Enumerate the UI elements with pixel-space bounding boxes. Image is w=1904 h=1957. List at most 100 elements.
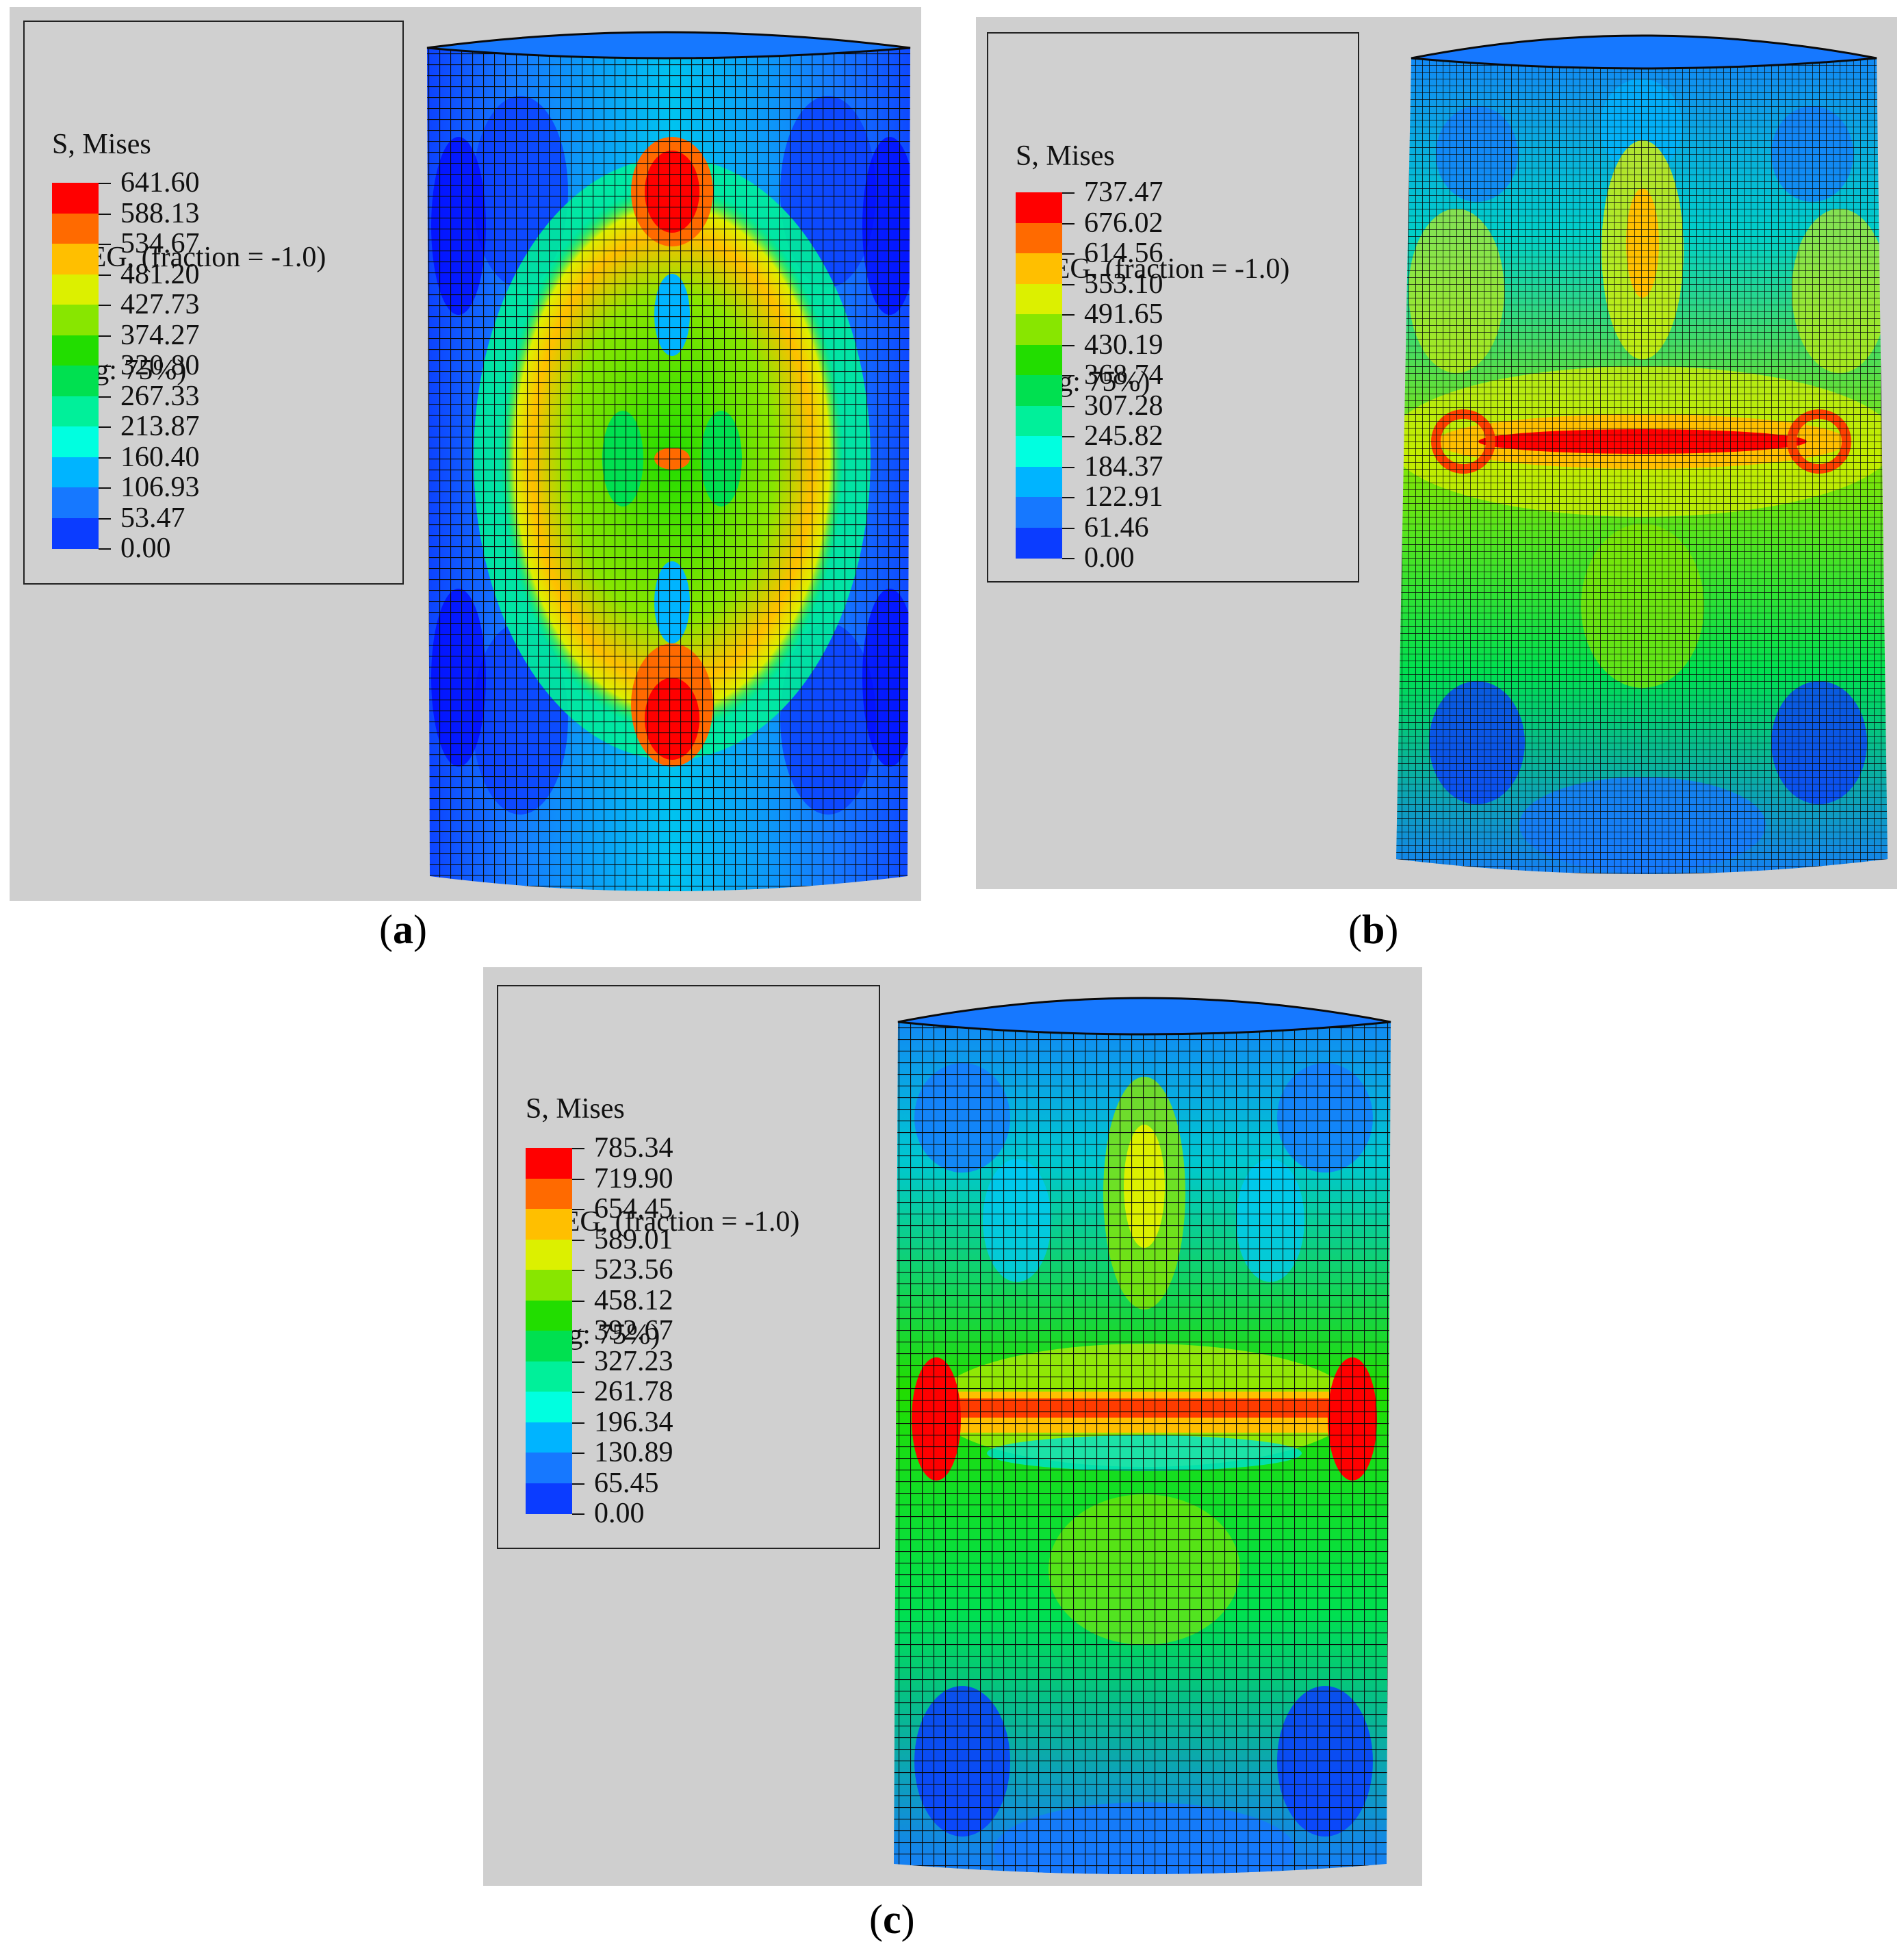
colorbar-tick-label: 261.78 — [594, 1376, 673, 1407]
colorbar-tick — [1062, 466, 1075, 468]
colorbar-tick — [572, 1331, 584, 1332]
colorbar-tick — [572, 1392, 584, 1393]
colorbar-tick-label: 392.67 — [594, 1315, 673, 1346]
colorbar-tick-label: 534.67 — [120, 228, 200, 259]
colorbar-tick — [1062, 253, 1075, 255]
colorbar-tick-label: 614.56 — [1084, 238, 1163, 269]
cylinder-mesh-b — [1396, 34, 1888, 874]
colorbar-swatch — [1016, 375, 1062, 407]
colorbar-tick — [99, 366, 111, 367]
legend-title-line: S, Mises — [52, 129, 151, 160]
colorbar-tick — [99, 396, 111, 398]
legend-box-c: S, Mises SNEG, (fraction = -1.0) (Avg: 7… — [497, 985, 880, 1549]
colorbar-tick — [572, 1239, 584, 1241]
legend-title-line: S, Mises — [526, 1093, 625, 1125]
colorbar-swatch — [1016, 253, 1062, 285]
colorbar-tick-label: 53.47 — [120, 502, 185, 534]
cylinder-mesh-c — [894, 997, 1391, 1874]
colorbar-tick-label: 245.82 — [1084, 420, 1163, 452]
colorbar-swatch — [1016, 405, 1062, 437]
colorbar-swatch — [526, 1392, 572, 1423]
colorbar-swatch — [52, 305, 99, 336]
colorbar-tick-label: 588.13 — [120, 197, 200, 229]
colorbar-tick-label: 458.12 — [594, 1284, 673, 1316]
colorbar-swatch — [52, 426, 99, 458]
colorbar-tick-label: 719.90 — [594, 1162, 673, 1194]
legend-box-a: S, Mises SNEG, (fraction = -1.0) (Avg: 7… — [23, 21, 404, 585]
colorbar-swatch — [52, 274, 99, 305]
colorbar-swatch — [1016, 283, 1062, 315]
colorbar-tick-label: 523.56 — [594, 1254, 673, 1286]
colorbar-tick — [572, 1453, 584, 1454]
colorbar-tick — [1062, 436, 1075, 437]
colorbar-tick-label: 320.80 — [120, 350, 200, 381]
caption-letter-c: c — [882, 1897, 901, 1942]
colorbar-tick-label: 785.34 — [594, 1132, 673, 1164]
colorbar-tick-label: 553.10 — [1084, 268, 1163, 300]
caption-letter-a: a — [392, 907, 413, 952]
colorbar-tick — [572, 1209, 584, 1210]
colorbar-swatch — [526, 1178, 572, 1210]
colorbar-swatch — [526, 1239, 572, 1270]
colorbar-swatch — [1016, 436, 1062, 468]
colorbar-tick — [99, 274, 111, 276]
caption-b: (b) — [1348, 907, 1399, 952]
colorbar-tick — [1062, 283, 1075, 285]
colorbar-tick — [99, 457, 111, 459]
colorbar-swatch — [526, 1300, 572, 1331]
colorbar-swatch — [52, 366, 99, 397]
colorbar-swatch — [1016, 314, 1062, 346]
colorbar-tick — [572, 1422, 584, 1424]
colorbar-swatch — [52, 213, 99, 244]
colorbar-tick — [1062, 527, 1075, 529]
colorbar-swatch — [1016, 466, 1062, 498]
legend-title-line: S, Mises — [1016, 140, 1115, 172]
colorbar-tick-label: 491.65 — [1084, 298, 1163, 330]
colorbar-tick — [572, 1270, 584, 1271]
colorbar-swatch — [526, 1483, 572, 1514]
colorbar-tick — [572, 1300, 584, 1302]
colorbar-swatch — [526, 1331, 572, 1362]
colorbar-tick-label: 61.46 — [1084, 511, 1149, 543]
colorbar-tick — [1062, 558, 1075, 559]
legend-box-b: S, Mises SNEG, (fraction = -1.0) (Avg: 7… — [987, 32, 1359, 583]
colorbar-swatch — [52, 517, 99, 549]
colorbar-swatch — [526, 1148, 572, 1179]
caption-c: (c) — [869, 1897, 915, 1942]
colorbar-tick-label: 0.00 — [1084, 542, 1135, 574]
colorbar-swatch — [1016, 222, 1062, 254]
colorbar-tick — [99, 305, 111, 306]
colorbar-tick-label: 427.73 — [120, 289, 200, 320]
colorbar-tick-label: 676.02 — [1084, 207, 1163, 239]
colorbar-swatch — [52, 335, 99, 366]
colorbar-tick — [1062, 222, 1075, 225]
cylinder-mesh-a — [426, 31, 911, 891]
colorbar-tick-label: 368.74 — [1084, 359, 1163, 391]
colorbar-swatch — [1016, 497, 1062, 528]
colorbar-tick — [1062, 344, 1075, 346]
colorbar-tick-label: 160.40 — [120, 441, 200, 473]
colorbar-swatch — [526, 1422, 572, 1453]
colorbar-swatch — [52, 487, 99, 519]
colorbar-tick — [99, 335, 111, 337]
legend-title-b: S, Mises SNEG, (fraction = -1.0) (Avg: 7… — [1016, 62, 1289, 476]
colorbar-tick-label: 307.28 — [1084, 389, 1163, 422]
contour-panel-a: S, Mises SNEG, (fraction = -1.0) (Avg: 7… — [10, 7, 921, 901]
colorbar-swatch — [52, 244, 99, 275]
colorbar-tick-label: 267.33 — [120, 380, 200, 412]
colorbar-tick — [99, 548, 111, 550]
colorbar-tick-label: 122.91 — [1084, 481, 1163, 513]
colorbar-tick-label: 737.47 — [1084, 177, 1163, 208]
colorbar-tick-label: 65.45 — [594, 1467, 659, 1499]
colorbar-tick-label: 130.89 — [594, 1437, 673, 1468]
colorbar-tick — [99, 183, 111, 184]
colorbar-tick — [99, 517, 111, 520]
colorbar-swatch — [1016, 192, 1062, 224]
colorbar-swatch — [52, 396, 99, 427]
colorbar-swatch — [1016, 527, 1062, 559]
colorbar-tick-label: 430.19 — [1084, 329, 1163, 361]
colorbar-tick — [572, 1148, 584, 1149]
caption-letter-b: b — [1361, 907, 1385, 952]
colorbar-tick — [572, 1361, 584, 1363]
colorbar-tick-label: 196.34 — [594, 1406, 673, 1438]
